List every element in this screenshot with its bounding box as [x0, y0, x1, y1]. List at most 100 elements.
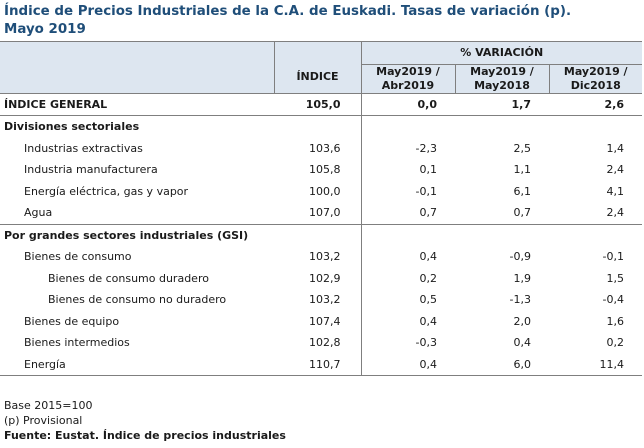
row-v3: 1,5 — [606, 271, 625, 285]
row-label: Bienes de consumo duradero — [48, 271, 209, 285]
row-v1: 0,4 — [361, 353, 455, 376]
row-v3: 0,2 — [606, 336, 625, 350]
table-row: Energía eléctrica, gas y vapor 100,0 -0,… — [0, 180, 642, 202]
col2-line1: May2019 / — [470, 64, 534, 78]
row-v1: 0,4 — [419, 314, 438, 328]
row-v3: 2,4 — [606, 206, 625, 220]
row-label: Bienes de consumo no duradero — [48, 293, 227, 307]
title-line-1: Índice de Precios Industriales de la C.A… — [4, 4, 572, 19]
row-v1: 0,2 — [419, 271, 438, 285]
section-blank — [549, 115, 642, 138]
row-indice: 103,2 — [274, 246, 362, 268]
col1-line1: May2019 / — [376, 64, 440, 78]
section-heading: Por grandes sectores industriales (GSI) — [0, 223, 274, 246]
col-may-dic-header: May2019 / Dic2018 — [549, 64, 642, 93]
row-v2: -0,9 — [509, 250, 531, 264]
row-v3: -0,4 — [602, 293, 624, 307]
row-label: Bienes intermedios — [24, 336, 130, 350]
header-row-bottom: ÍNDICE May2019 / Abr2019 May2019 / May20… — [0, 64, 642, 93]
row-v1: -0,1 — [415, 184, 437, 198]
row-v2: 1,9 — [513, 271, 532, 285]
row-v3: 2,4 — [606, 163, 625, 177]
row-label: Bienes de consumo — [24, 250, 132, 264]
row-v1: 0,5 — [419, 293, 438, 307]
price-index-table: % VARIACIÓN ÍNDICE May2019 / Abr2019 May… — [0, 41, 642, 376]
row-v1: 0,7 — [419, 206, 438, 220]
row-label: Industria manufacturera — [24, 163, 158, 177]
row-indice: 107,4 — [274, 310, 362, 332]
col3-line2: Dic2018 — [570, 78, 621, 92]
section-heading: Divisiones sectoriales — [0, 115, 274, 138]
row-label: Bienes de equipo — [24, 314, 120, 328]
row-v2: 6,0 — [455, 353, 549, 376]
general-v3: 2,6 — [549, 92, 642, 116]
row-v1: -2,3 — [415, 141, 437, 155]
section-blank — [361, 223, 455, 246]
base-note: Base 2015=100 — [4, 399, 93, 412]
row-v2: 2,0 — [513, 314, 532, 328]
row-v2: 6,1 — [513, 184, 532, 198]
row-label: Energía eléctrica, gas y vapor — [24, 184, 189, 198]
row-v3: 1,6 — [606, 314, 625, 328]
row-indice: 100,0 — [274, 180, 362, 202]
provisional-note: (p) Provisional — [4, 414, 83, 427]
header-blank-indice — [274, 41, 362, 64]
row-v1: 0,1 — [419, 163, 438, 177]
section-row: Divisiones sectoriales — [0, 115, 642, 138]
row-indice: 102,9 — [274, 267, 362, 289]
section-blank — [549, 223, 642, 246]
table-row: Bienes de equipo 107,4 0,4 2,0 1,6 — [0, 310, 642, 332]
row-indice: 107,0 — [274, 202, 362, 224]
row-v3: 4,1 — [606, 184, 625, 198]
col2-line2: May2018 — [474, 78, 530, 92]
title-line-2: Mayo 2019 — [4, 22, 86, 37]
footer-notes: Base 2015=100 (p) Provisional Fuente: Eu… — [4, 398, 286, 443]
header-blank-2 — [0, 64, 275, 93]
section-blank — [274, 223, 362, 246]
source-note: Fuente: Eustat. Índice de precios indust… — [4, 429, 286, 442]
row-indice: 103,6 — [274, 137, 362, 159]
col-may-abr-header: May2019 / Abr2019 — [361, 64, 456, 93]
row-label: Agua — [24, 206, 53, 220]
col-may-may-header: May2019 / May2018 — [455, 64, 550, 93]
row-v1: 0,4 — [419, 250, 438, 264]
row-v2: -1,3 — [509, 293, 531, 307]
col1-line2: Abr2019 — [381, 78, 435, 92]
row-v2: 2,5 — [513, 141, 532, 155]
row-label: Industrias extractivas — [24, 141, 143, 155]
general-indice: 105,0 — [274, 92, 362, 116]
row-v3: -0,1 — [602, 250, 624, 264]
variation-header: % VARIACIÓN — [361, 41, 642, 65]
section-blank — [455, 115, 549, 138]
table-row: Agua 107,0 0,7 0,7 2,4 — [0, 202, 642, 224]
header-blank — [0, 41, 275, 64]
row-indice: 103,2 — [274, 289, 362, 311]
section-blank — [274, 115, 362, 138]
table-row: Bienes intermedios 102,8 -0,3 0,4 0,2 — [0, 332, 642, 354]
row-v1: -0,3 — [415, 336, 437, 350]
col3-line1: May2019 / — [563, 64, 628, 78]
general-v1: 0,0 — [361, 92, 455, 116]
header-row-top: % VARIACIÓN — [0, 41, 642, 65]
table-row: Bienes de consumo no duradero 103,2 0,5 … — [0, 289, 642, 311]
row-indice: 110,7 — [274, 353, 362, 376]
row-v2: 1,1 — [513, 163, 532, 177]
row-v2: 0,7 — [513, 206, 532, 220]
general-label: ÍNDICE GENERAL — [0, 92, 274, 116]
table-row: Industria manufacturera 105,8 0,1 1,1 2,… — [0, 159, 642, 181]
row-indice: 105,8 — [274, 159, 362, 181]
row-label: Energía — [0, 353, 274, 376]
table-row: Industrias extractivas 103,6 -2,3 2,5 1,… — [0, 137, 642, 159]
row-indice: 102,8 — [274, 332, 362, 354]
table-title: Índice de Precios Industriales de la C.A… — [4, 3, 640, 39]
general-row: ÍNDICE GENERAL 105,0 0,0 1,7 2,6 — [0, 92, 642, 116]
row-v2: 0,4 — [513, 336, 532, 350]
general-v2: 1,7 — [455, 92, 549, 116]
row-v3: 1,4 — [606, 141, 625, 155]
section-row: Por grandes sectores industriales (GSI) — [0, 223, 642, 246]
section-blank — [361, 115, 455, 138]
indice-header: ÍNDICE — [274, 64, 362, 93]
table-row: Bienes de consumo duradero 102,9 0,2 1,9… — [0, 267, 642, 289]
table-row: Bienes de consumo 103,2 0,4 -0,9 -0,1 — [0, 246, 642, 268]
table-row: Energía 110,7 0,4 6,0 11,4 — [0, 353, 642, 376]
